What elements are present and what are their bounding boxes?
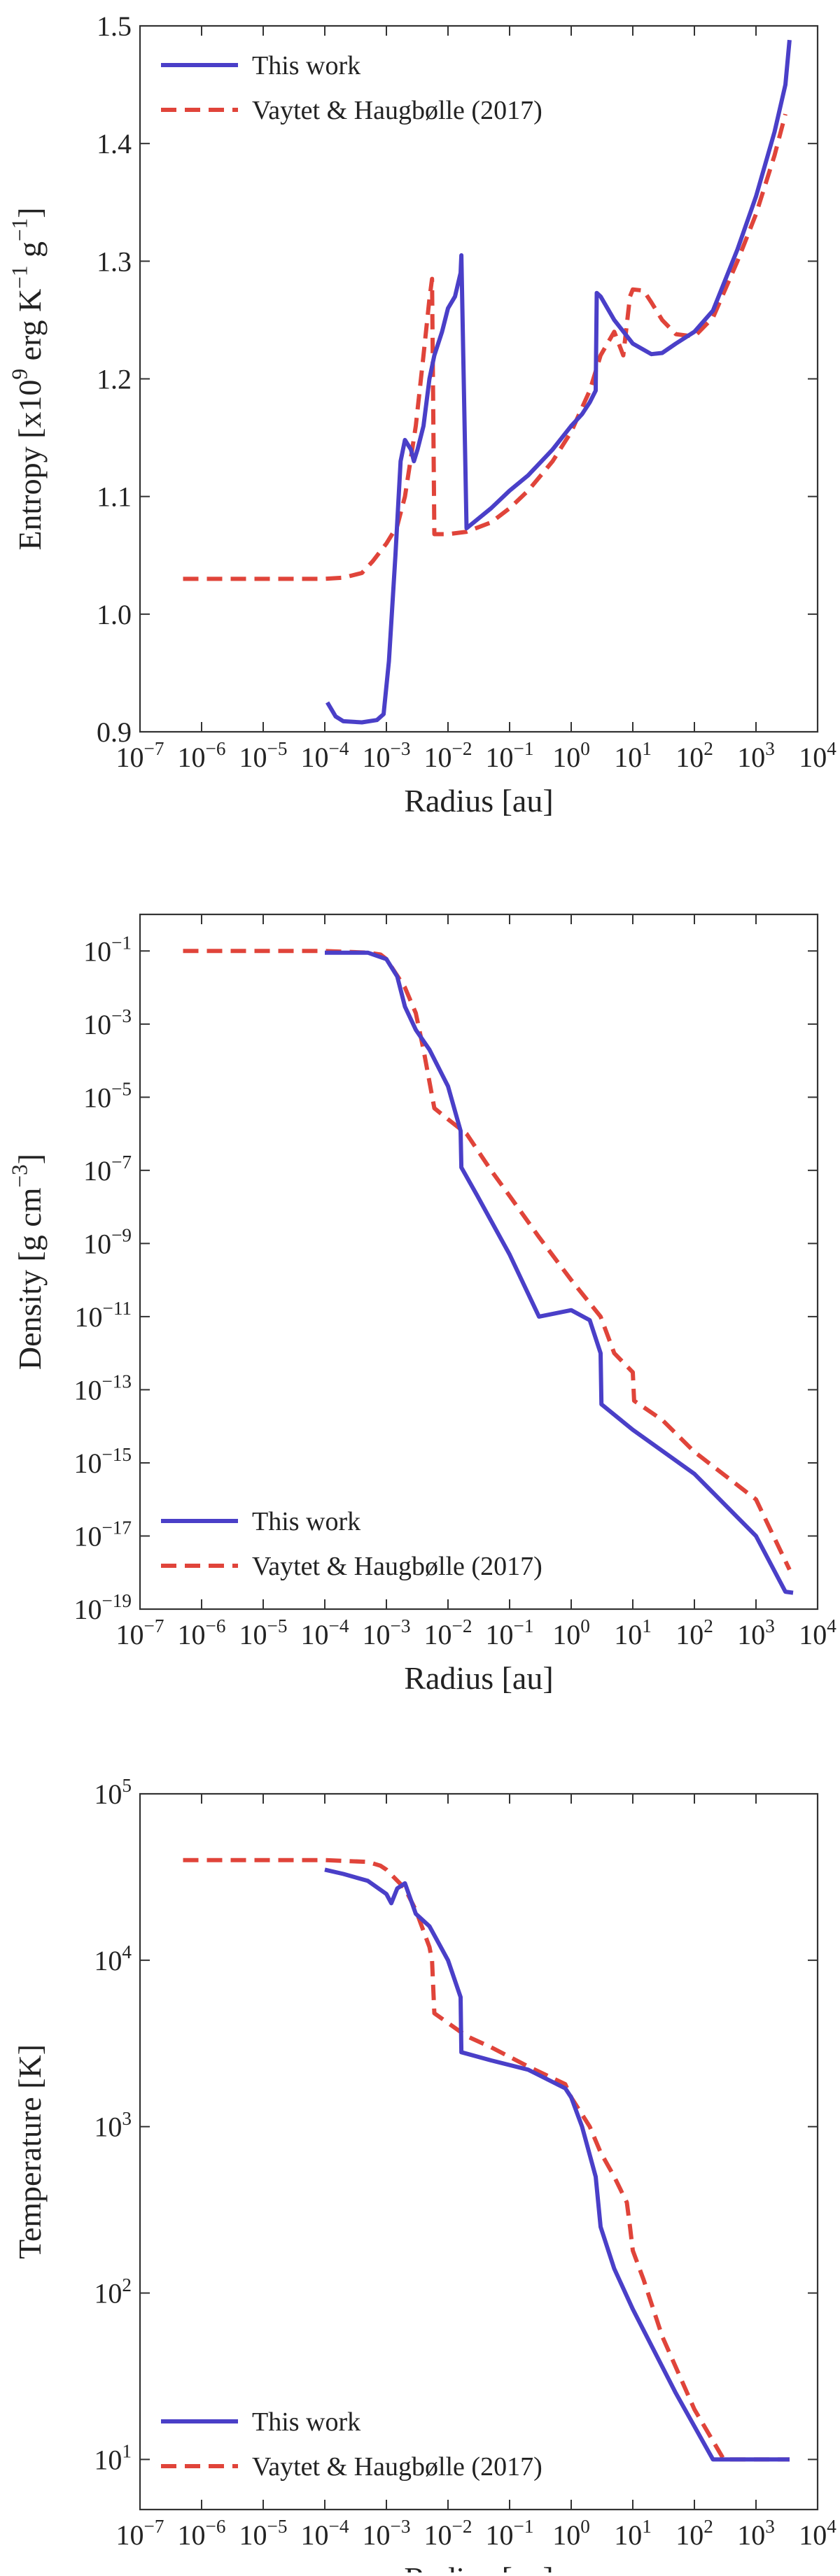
plot-frame [139,1792,819,2511]
legend-label: Vaytet & Haugbølle (2017) [252,96,542,125]
x-tick-label: 10−4 [301,2516,349,2551]
x-tick-label: 10−1 [486,2516,534,2551]
y-tick-label: 10−7 [83,1152,132,1187]
x-tick-label: 100 [552,2516,590,2551]
x-tick-label: 10−5 [239,2516,288,2551]
y-tick-label: 104 [94,1941,132,1976]
x-tick-label: 10−3 [363,1615,411,1650]
series-vaytet-haugbolle-line [183,1857,790,2462]
x-tick-label: 101 [614,2516,652,2551]
x-tick-label: 10−6 [178,2516,226,2551]
x-tick-label: 10−6 [178,1615,226,1650]
legend-label: This work [252,1507,360,1536]
y-tick-label: 10−17 [74,1517,132,1552]
legend-label: Vaytet & Haugbølle (2017) [252,2452,542,2482]
x-tick-label: 10−4 [301,1615,349,1650]
x-tick-label: 102 [676,1615,713,1650]
x-tick-label: 104 [799,1615,836,1650]
plot-frame [139,913,819,1611]
y-tick-label: 1.5 [97,10,132,42]
y-tick-label: 103 [94,2108,132,2143]
x-tick-label: 10−3 [363,738,411,773]
x-axis-title: Radius [au] [404,2561,553,2573]
chart-3: 10−7 10−6 10−5 10−4 10−3 10−2 10−1 100 101 102 103… [12,1775,836,2576]
y-tick-label: 1.2 [97,364,132,395]
x-tick-label: 100 [552,738,590,773]
y-tick-label: 10−15 [74,1444,132,1479]
chart-1: 10−7 10−6 10−5 10−4 10−3 10−2 10−1 100 101 102 103… [8,10,837,819]
y-tick-label: 105 [94,1775,132,1810]
x-tick-label: 104 [799,2516,836,2551]
y-tick-label: 1.0 [97,599,132,630]
chart-2: 10−7 10−6 10−5 10−4 10−3 10−2 10−1 100 101 102 103… [8,913,836,1696]
legend-label: This work [252,51,360,80]
x-tick-label: 10−2 [424,2516,472,2551]
y-tick-label: 10−1 [83,932,132,967]
x-tick-label: 10−7 [116,1615,164,1650]
y-tick-label: 1.3 [97,246,132,277]
x-axis-title: Radius [au] [404,783,553,819]
x-tick-label: 10−4 [301,738,349,773]
x-tick-label: 10−7 [116,738,164,773]
y-tick-label: 10−13 [74,1371,132,1406]
y-tick-label: 10−11 [74,1298,132,1333]
y-axis-title: Temperature [K] [12,2044,48,2259]
x-tick-label: 100 [552,1615,590,1650]
x-tick-label: 102 [676,2516,713,2551]
x-tick-label: 10−3 [363,2516,411,2551]
x-axis-title: Radius [au] [404,1660,553,1696]
legend-label: Vaytet & Haugbølle (2017) [252,1552,542,1581]
x-tick-label: 10−5 [239,738,288,773]
y-tick-label: 1.1 [97,481,132,513]
y-tick-label: 102 [94,2274,132,2309]
legend-label: This work [252,2407,360,2437]
x-tick-label: 101 [614,738,652,773]
x-tick-label: 103 [737,2516,775,2551]
x-tick-label: 10−2 [424,1615,472,1650]
x-tick-label: 103 [737,1615,775,1650]
y-tick-label: 10−9 [83,1225,132,1260]
series-vaytet-haugbolle-line [183,949,792,1571]
y-tick-label: 10−19 [74,1590,132,1625]
y-tick-label: 10−5 [83,1079,132,1114]
x-tick-label: 104 [799,738,836,773]
x-tick-label: 10−7 [116,2516,164,2551]
y-tick-label: 1.4 [97,128,132,160]
series-this-work-line [326,39,792,725]
x-tick-label: 10−5 [239,1615,288,1650]
x-tick-label: 101 [614,1615,652,1650]
y-axis-title: Entropy [x109 erg K−1 g−1] [8,207,48,550]
series-this-work-line [325,950,794,1595]
series-vaytet-haugbolle-line [183,113,788,581]
x-tick-label: 10−2 [424,738,472,773]
x-tick-label: 10−1 [486,738,534,773]
y-tick-label: 101 [94,2441,132,2476]
plot-frame [139,24,819,733]
x-tick-label: 10−1 [486,1615,534,1650]
y-axis-title: Density [g cm−3] [8,1154,48,1370]
y-tick-label: 0.9 [97,716,132,748]
y-tick-label: 10−3 [83,1005,132,1040]
series-this-work-line [324,1867,790,2462]
x-tick-label: 103 [737,738,775,773]
x-tick-label: 102 [676,738,713,773]
x-tick-label: 10−6 [178,738,226,773]
